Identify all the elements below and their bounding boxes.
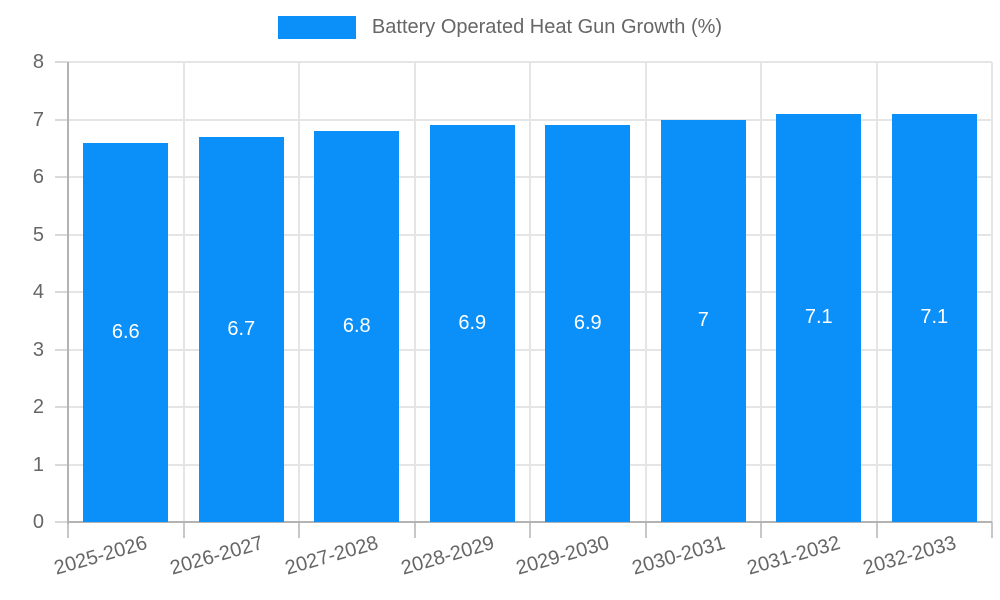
legend-label: Battery Operated Heat Gun Growth (%) [371,16,723,38]
y-tick-label: 0 [32,511,44,533]
v-gridline [182,62,185,522]
v-gridline [644,62,647,522]
bar[interactable]: 6.8 [314,131,400,522]
y-tick-label: 4 [32,281,44,303]
y-axis-tick [55,406,68,408]
bar[interactable]: 7.1 [776,113,862,522]
y-tick-label: 1 [32,453,44,476]
y-axis-tick [55,348,68,351]
x-axis-tick [991,522,993,538]
x-tick-label: 2030-2031 [629,532,728,580]
y-tick-label: 3 [32,338,44,361]
bar-value-label: 6.6 [111,320,140,343]
y-tick-label: 6 [32,166,44,188]
x-axis-line [68,521,992,523]
y-axis-tick [55,233,68,236]
bar[interactable]: 6.6 [83,142,169,522]
y-tick-label: 2 [32,396,44,418]
v-gridline [760,62,762,522]
v-gridline [413,62,416,522]
x-tick-label: 2028-2029 [398,532,497,580]
y-axis-tick [55,118,68,121]
y-tick-label: 5 [32,223,44,246]
y-tick-label: 7 [32,108,44,131]
x-axis-tick [760,522,762,538]
bar[interactable]: 6.9 [429,125,515,522]
bar[interactable]: 7 [660,119,746,522]
y-tick-label: 8 [32,51,44,73]
v-gridline [875,62,878,522]
x-axis-tick [67,522,69,538]
bar-value-label: 7.1 [804,306,833,329]
x-axis-tick [875,522,878,538]
v-gridline [529,62,531,522]
y-axis-tick [55,521,68,523]
bar-value-label: 7.1 [920,306,949,329]
x-axis-tick [413,522,416,538]
v-gridline [298,62,300,522]
y-axis-tick [55,61,68,63]
x-axis-tick [529,522,531,538]
x-tick-label: 2026-2027 [167,532,266,580]
x-tick-label: 2032-2033 [860,532,959,580]
y-axis-tick [55,291,68,293]
x-tick-label: 2025-2026 [51,532,150,580]
legend-swatch-icon [277,16,356,39]
x-tick-label: 2027-2028 [282,532,381,580]
x-tick-label: 2031-2032 [744,532,843,580]
y-axis-tick [55,176,68,178]
bar[interactable]: 6.7 [198,136,284,522]
bar[interactable]: 6.9 [545,125,631,522]
bar-value-label: 6.7 [227,317,256,340]
bar-value-label: 7 [697,309,709,332]
bar[interactable]: 7.1 [891,113,977,522]
y-axis-line [67,62,69,524]
v-gridline [991,62,993,522]
legend-item[interactable]: Battery Operated Heat Gun Growth (%) [0,16,1000,39]
x-axis-tick [644,522,647,538]
x-tick-label: 2029-2030 [513,532,612,580]
y-axis-tick [55,463,68,466]
bar-value-label: 6.9 [573,312,602,335]
x-axis-tick [298,522,300,538]
x-axis-tick [182,522,185,538]
bar-value-label: 6.9 [458,312,487,335]
bar-value-label: 6.8 [342,315,371,337]
